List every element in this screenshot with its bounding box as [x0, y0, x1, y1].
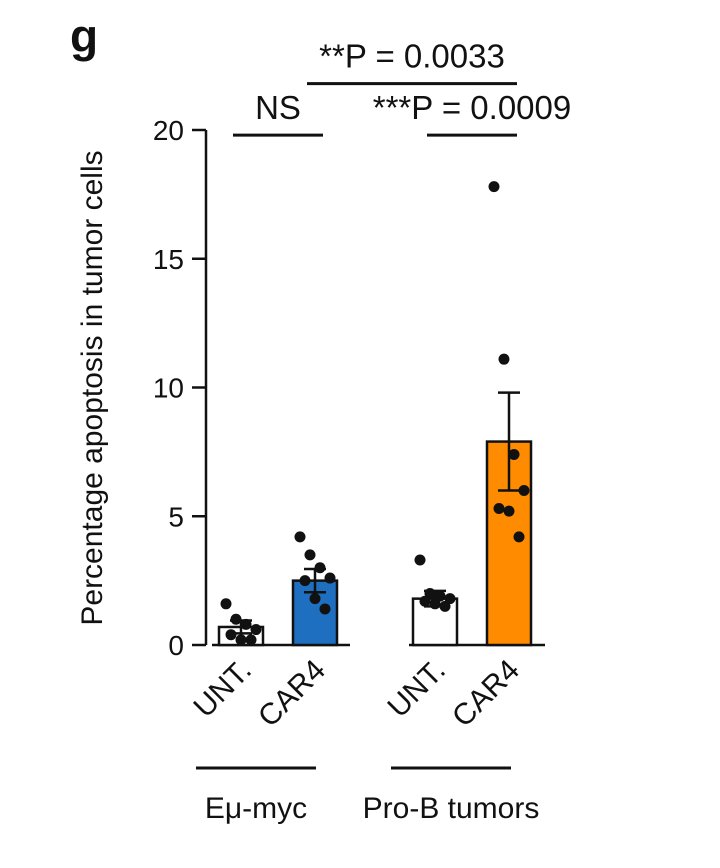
data-point — [518, 485, 530, 496]
data-point — [225, 629, 237, 641]
data-point — [299, 575, 311, 587]
data-point — [503, 505, 515, 517]
significance-label: **P = 0.0033 — [319, 38, 505, 75]
data-point — [235, 634, 247, 646]
y-axis-label: Percentage apoptosis in tumor cells — [76, 150, 109, 625]
group-label: Eμ-myc — [205, 792, 307, 825]
data-point — [304, 549, 316, 561]
y-tick-label: 5 — [168, 501, 184, 532]
data-point — [240, 618, 252, 630]
data-point — [309, 593, 321, 605]
y-tick-label: 20 — [153, 115, 184, 146]
data-point — [493, 503, 505, 515]
category-labels: UNT.CAR4 UNT.CAR4 — [187, 654, 525, 734]
significance-label: NS — [255, 89, 301, 126]
y-tick-label: 10 — [153, 373, 184, 404]
category-label: UNT. — [187, 654, 257, 724]
group-label: Pro-B tumors — [363, 792, 540, 825]
data-point — [319, 603, 331, 615]
data-point — [230, 613, 242, 625]
category-label: UNT. — [381, 654, 451, 724]
data-point — [488, 181, 500, 193]
data-point — [314, 562, 326, 574]
significance-label: ***P = 0.0009 — [373, 89, 571, 126]
data-point — [324, 572, 336, 584]
data-point — [513, 531, 525, 543]
data-point — [419, 595, 431, 607]
data-point — [245, 634, 257, 646]
group-labels: Eμ-myc Pro-B tumors — [196, 766, 540, 825]
category-label: CAR4 — [252, 654, 332, 734]
data-point — [294, 531, 306, 543]
data-point — [498, 353, 510, 365]
y-tick-label: 15 — [153, 244, 184, 275]
category-label: CAR4 — [446, 654, 526, 734]
bars — [217, 181, 533, 647]
data-point — [439, 600, 451, 612]
axes: 0 5 10 15 20 — [153, 115, 545, 661]
data-point — [414, 554, 426, 566]
data-point — [508, 448, 520, 460]
significance-annotations: NS **P = 0.0033 ***P = 0.0009 — [233, 38, 571, 137]
panel-label: g — [70, 10, 98, 62]
data-point — [220, 598, 232, 610]
data-point — [429, 598, 441, 610]
y-tick-label: 0 — [168, 630, 184, 661]
data-point — [250, 624, 262, 636]
